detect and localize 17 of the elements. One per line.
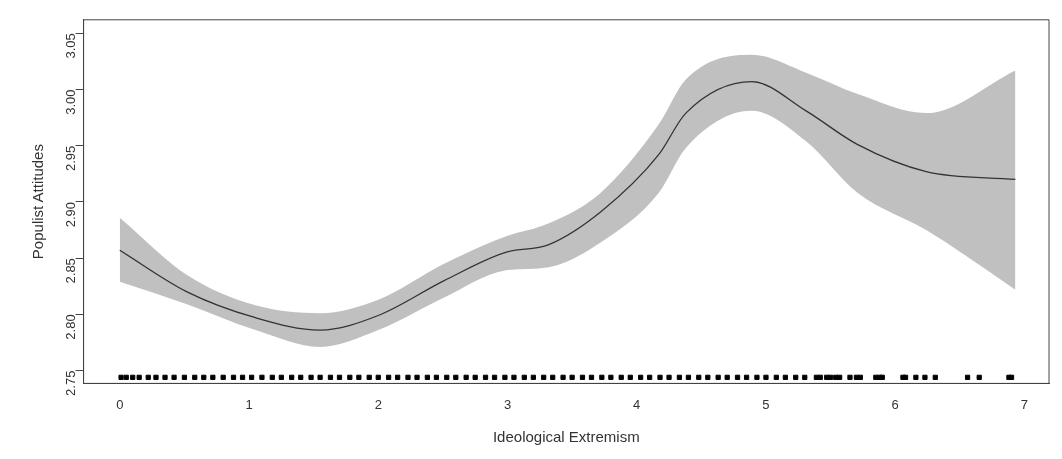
y-tick-label: 2.75 bbox=[63, 370, 79, 396]
x-tick-label: 4 bbox=[633, 396, 641, 412]
y-tick-label: 2.80 bbox=[63, 314, 79, 340]
y-tick-label: 3.05 bbox=[63, 33, 79, 59]
x-tick-label: 3 bbox=[503, 396, 512, 412]
x-axis-title: Ideological Extremism bbox=[492, 428, 640, 446]
y-axis-title: Populist Attitudes bbox=[29, 144, 47, 260]
y-tick-label: 2.95 bbox=[63, 145, 79, 172]
y-tick-label: 2.90 bbox=[63, 201, 79, 228]
y-tick-label: 3.00 bbox=[63, 89, 79, 115]
x-tick-label: 5 bbox=[762, 396, 770, 412]
x-tick-label: 0 bbox=[116, 396, 124, 412]
x-tick-label: 1 bbox=[245, 396, 253, 412]
x-tick-label: 6 bbox=[891, 396, 899, 412]
x-tick-label: 2 bbox=[374, 396, 382, 412]
x-tick-label: 7 bbox=[1020, 396, 1029, 412]
y-tick-label: 2.85 bbox=[63, 258, 79, 284]
